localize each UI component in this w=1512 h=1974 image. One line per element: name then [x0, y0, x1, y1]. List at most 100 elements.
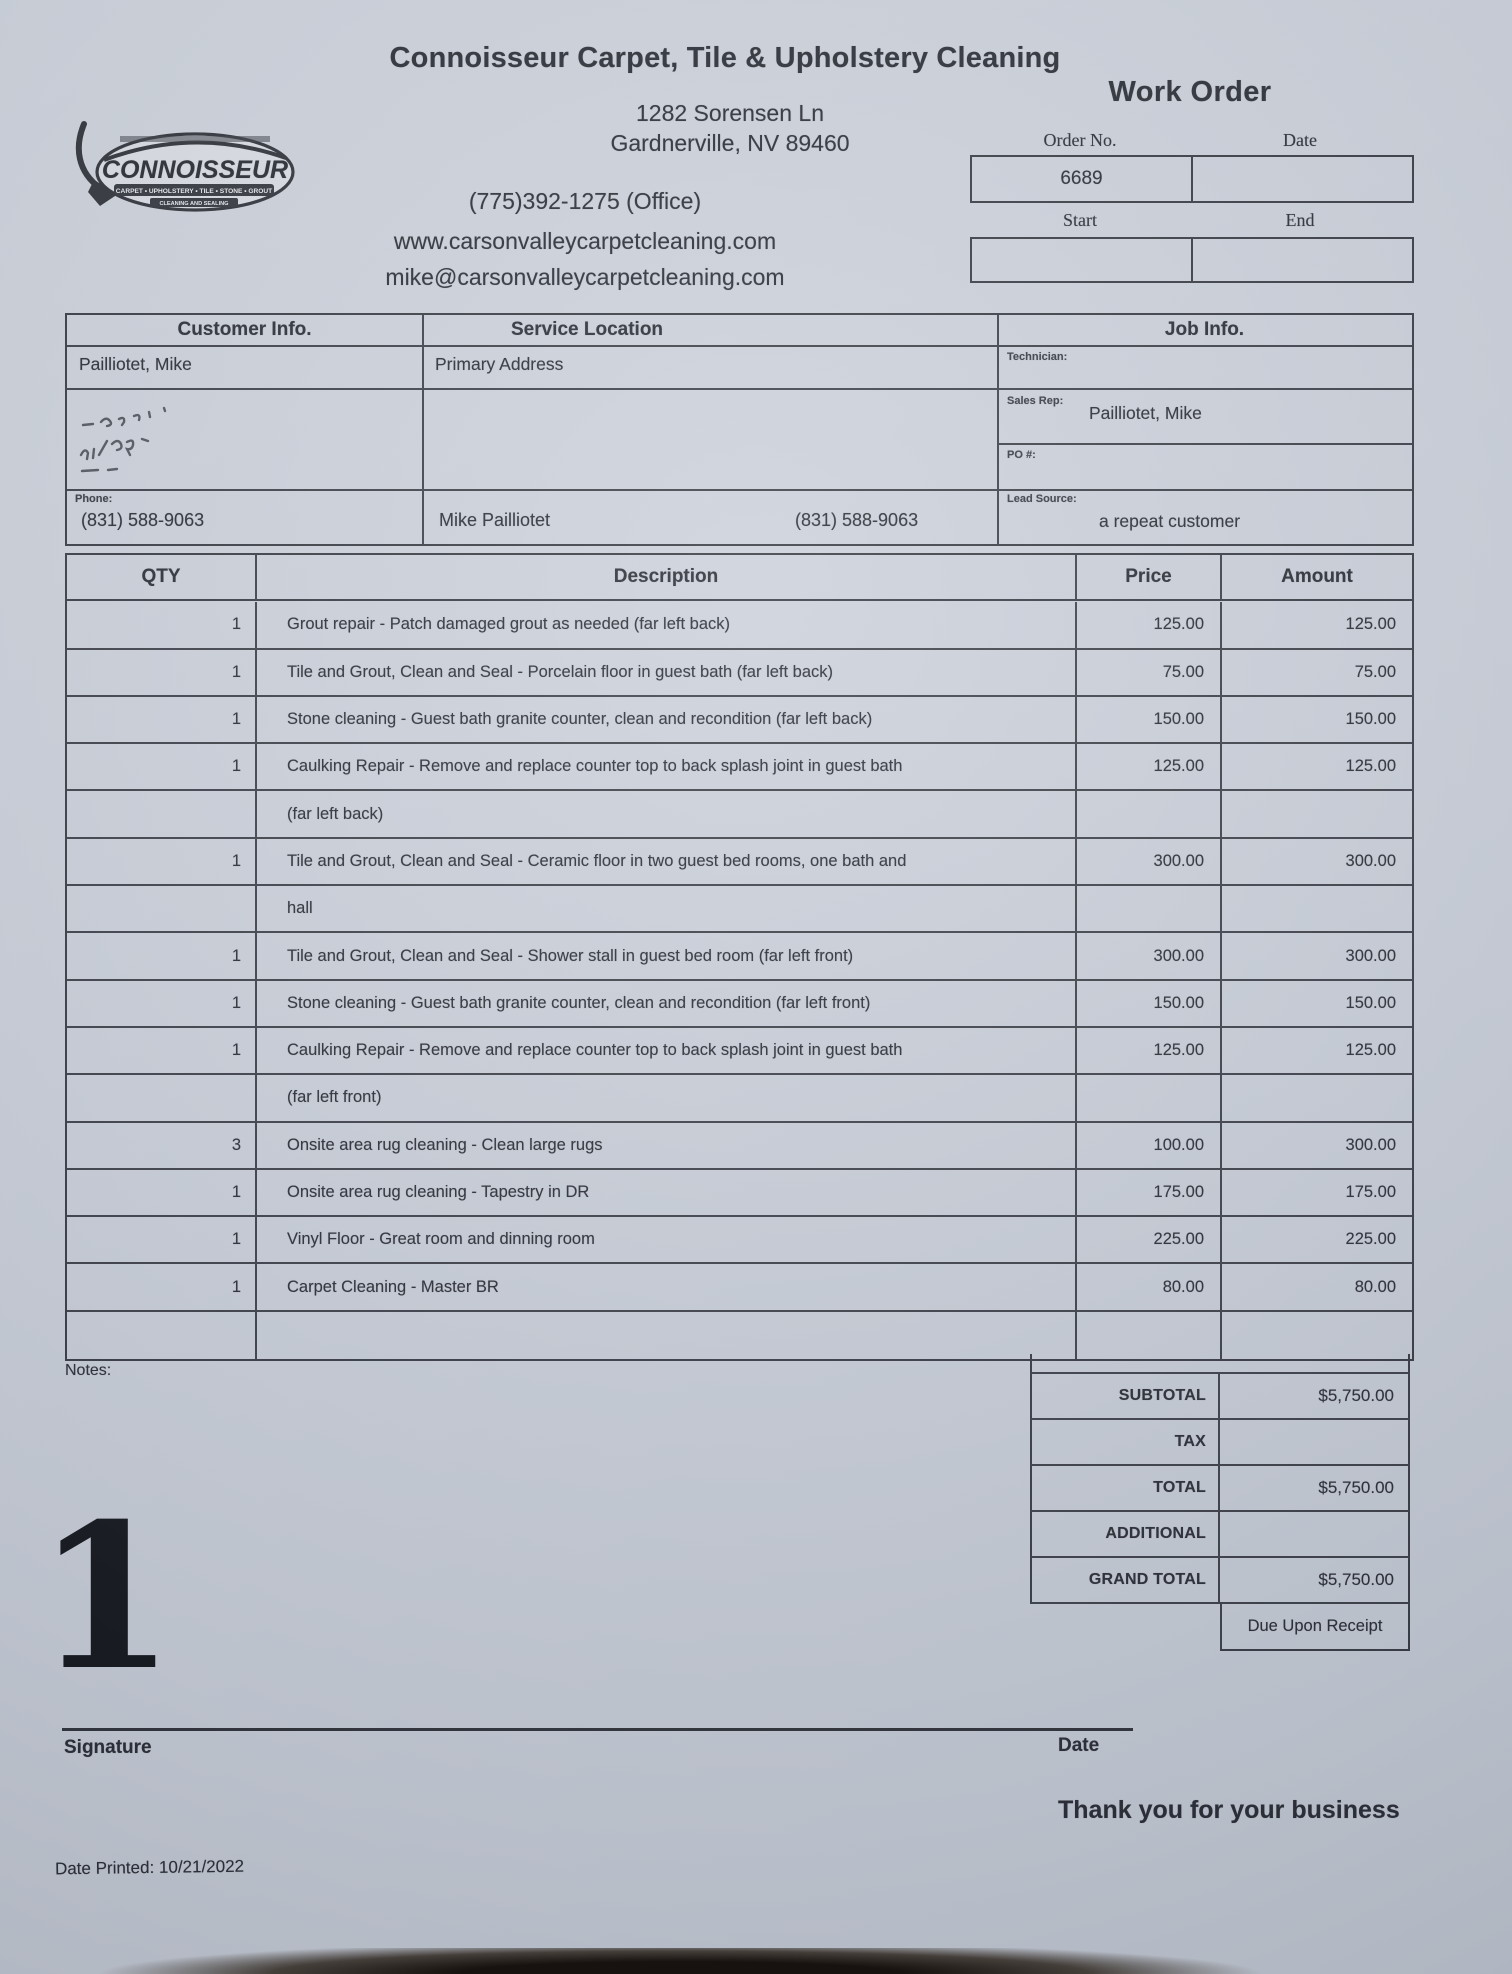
logo-tagline-bar	[114, 184, 274, 196]
column-header-price: Price	[1077, 555, 1222, 601]
item-qty: 1	[67, 602, 257, 650]
item-description: Tile and Grout, Clean and Seal - Porcela…	[257, 649, 1077, 697]
logo-tagline1: CARPET • UPHOLSTERY • TILE • STONE • GRO…	[116, 188, 272, 195]
item-qty: 1	[67, 744, 257, 792]
item-amount: 225.00	[1222, 1217, 1412, 1265]
item-qty: 1	[67, 696, 257, 745]
item-amount: 125.00	[1222, 744, 1412, 792]
po-number-label: PO #:	[1007, 449, 1036, 461]
item-price: 225.00	[1077, 1217, 1222, 1265]
service-location-type: Primary Address	[435, 354, 564, 374]
item-qty: 1	[67, 1264, 257, 1312]
item-qty: 1	[67, 649, 257, 697]
total-value: $5,750.00	[1220, 1466, 1410, 1512]
date-printed-label: Date Printed:	[54, 1857, 155, 1879]
wand-head-icon	[88, 180, 118, 206]
order-no-label: Order No.	[1043, 130, 1117, 150]
item-amount: 125.00	[1222, 1028, 1412, 1076]
item-amount: 300.00	[1222, 1123, 1412, 1170]
totals-blank-cell	[1030, 1604, 1220, 1651]
item-price: 125.00	[1077, 1027, 1222, 1076]
start-value	[972, 239, 1193, 281]
info-row-rule-1	[67, 388, 1412, 391]
date-label: Date	[1283, 130, 1317, 150]
item-amount	[1222, 791, 1412, 839]
item-amount: 300.00	[1222, 933, 1412, 981]
customer-phone: (831) 588-9063	[81, 510, 205, 530]
item-qty	[67, 791, 257, 839]
logo-tagline2-bar	[150, 198, 238, 207]
subtotal-value: $5,750.00	[1220, 1374, 1410, 1420]
service-contact-name: Mike Pailliotet	[439, 510, 551, 530]
service-location-header: Service Location	[510, 319, 664, 340]
date-value	[1193, 157, 1412, 201]
item-description: Onsite area rug cleaning - Clean large r…	[257, 1122, 1077, 1170]
item-amount: 125.00	[1222, 602, 1412, 650]
company-phone: (775)392-1275 (Office)	[468, 188, 702, 214]
item-qty: 1	[67, 838, 257, 887]
item-price: 125.00	[1077, 744, 1222, 792]
item-amount	[1222, 1075, 1412, 1123]
item-price: 300.00	[1077, 933, 1222, 981]
item-price	[1077, 1075, 1222, 1123]
customer-info-header: Customer Info.	[177, 319, 312, 340]
item-price	[1077, 1311, 1222, 1360]
date-printed: Date Printed: 10/21/2022	[55, 1857, 244, 1880]
phone-label: Phone:	[75, 493, 113, 505]
company-address-line1: 1282 Sorensen Ln	[636, 100, 824, 126]
total-label: TOTAL	[1030, 1466, 1220, 1512]
company-logo: CONNOISSEUR CARPET • UPHOLSTERY • TILE •…	[62, 118, 297, 222]
item-description: Stone cleaning - Guest bath granite coun…	[257, 980, 1077, 1028]
company-email: mike@carsonvalleycarpetcleaning.com	[385, 264, 785, 290]
logo-top-fineprint-bar	[120, 136, 270, 142]
signature-label: Signature	[64, 1737, 152, 1758]
item-qty: 1	[67, 1217, 257, 1265]
grand-total-label: GRAND TOTAL	[1030, 1558, 1220, 1604]
handwritten-page-marker: 1	[36, 1480, 176, 1715]
info-divider-2	[997, 315, 1000, 544]
start-label: Start	[1063, 210, 1097, 230]
item-description: Caulking Repair - Remove and replace cou…	[257, 1027, 1077, 1076]
logo-brand-text: CONNOISSEUR	[102, 156, 288, 184]
notes-label: Notes:	[65, 1362, 112, 1379]
job-info-header: Job Info.	[1164, 319, 1245, 340]
lead-source-value: a repeat customer	[1099, 511, 1241, 531]
customer-name: Pailliotet, Mike	[79, 354, 192, 374]
item-qty	[67, 886, 257, 934]
item-description: (far left front)	[257, 1075, 1077, 1123]
thank-you-message: Thank you for your business	[1058, 1796, 1400, 1824]
item-amount	[1222, 886, 1412, 934]
totals-panel: SUBTOTAL $5,750.00 TAX TOTAL $5,750.00 A…	[1030, 1354, 1410, 1651]
start-end-box	[970, 237, 1414, 283]
item-description: Tile and Grout, Clean and Seal - Ceramic…	[257, 838, 1077, 887]
logo-swoosh	[103, 140, 287, 162]
company-website: www.carsonvalleycarpetcleaning.com	[393, 228, 777, 254]
item-description: Vinyl Floor - Great room and dinning roo…	[257, 1217, 1077, 1265]
item-description: Carpet Cleaning - Master BR	[257, 1264, 1077, 1312]
item-qty: 1	[67, 933, 257, 981]
item-qty: 1	[67, 1027, 257, 1076]
totals-spacer-cell	[1030, 1354, 1410, 1374]
item-qty	[67, 1075, 257, 1123]
info-row-rule-2	[67, 489, 1412, 492]
order-no-value: 6689	[972, 157, 1193, 201]
item-price: 150.00	[1077, 980, 1222, 1028]
sales-rep-label: Sales Rep:	[1007, 395, 1064, 407]
item-amount: 80.00	[1222, 1264, 1412, 1312]
signature-line[interactable]	[62, 1728, 1133, 1731]
item-amount: 75.00	[1222, 650, 1412, 697]
line-items-table: QTY Description Price Amount 1 Grout rep…	[65, 553, 1414, 1362]
payment-terms: Due Upon Receipt	[1220, 1604, 1410, 1651]
subtotal-label: SUBTOTAL	[1030, 1374, 1220, 1420]
additional-value	[1220, 1512, 1410, 1558]
item-qty	[67, 1311, 257, 1360]
logo-tagline2: CLEANING AND SEALING	[159, 201, 228, 207]
item-price: 150.00	[1077, 696, 1222, 745]
item-description: (far left back)	[257, 791, 1077, 839]
item-price: 175.00	[1077, 1169, 1222, 1218]
item-qty: 1	[67, 1169, 257, 1218]
item-description: hall	[257, 886, 1077, 934]
item-price	[1077, 791, 1222, 839]
column-header-amount: Amount	[1222, 555, 1412, 601]
